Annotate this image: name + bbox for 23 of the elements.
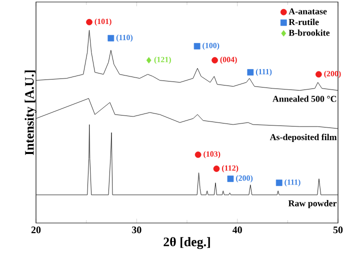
point bbox=[213, 166, 220, 172]
point bbox=[227, 176, 234, 182]
x-tick-label: 20 bbox=[31, 226, 41, 234]
x-axis-title: 2θ [deg.] bbox=[164, 237, 210, 250]
legend-label: R-rutile bbox=[288, 18, 319, 26]
point bbox=[315, 71, 322, 78]
point bbox=[276, 180, 282, 186]
series-label: Annealed 500 °C bbox=[272, 96, 336, 102]
legend-label: B-brookite bbox=[288, 30, 330, 36]
series-label: Raw powder bbox=[288, 200, 337, 208]
point bbox=[86, 18, 92, 26]
x-tick-label: 30 bbox=[132, 226, 142, 234]
series-label: As-deposited film bbox=[270, 134, 337, 142]
point bbox=[247, 69, 254, 76]
point bbox=[108, 34, 114, 42]
point bbox=[212, 57, 218, 64]
legend-label: A-anatase bbox=[288, 8, 327, 14]
x-tick-label: 50 bbox=[333, 226, 343, 234]
point bbox=[146, 57, 152, 64]
y-axis-title: Intensity [A.U.] bbox=[24, 70, 36, 156]
x-tick-label: 40 bbox=[232, 226, 242, 234]
point bbox=[194, 43, 200, 50]
point bbox=[194, 152, 202, 158]
